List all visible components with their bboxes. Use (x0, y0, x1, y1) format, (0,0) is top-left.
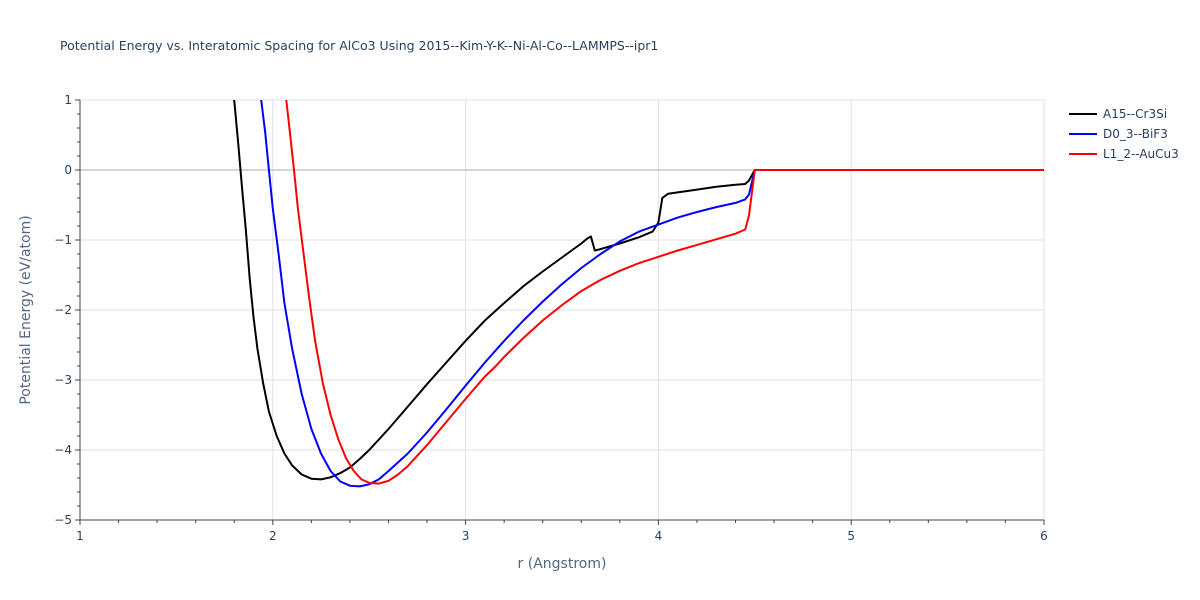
x-tick-label: 4 (655, 529, 663, 543)
legend-label: A15--Cr3Si (1103, 107, 1167, 121)
y-axis-label: Potential Energy (eV/atom) (18, 215, 34, 404)
x-tick-label: 3 (462, 529, 470, 543)
x-tick-label: 2 (269, 529, 277, 543)
y-tick-label: −4 (54, 443, 72, 457)
x-tick-label: 6 (1040, 529, 1048, 543)
y-tick-label: −5 (54, 513, 72, 527)
grid (80, 99, 1045, 520)
y-tick-label: 0 (64, 163, 72, 177)
legend-item-2[interactable]: D0_3--BiF3 (1069, 127, 1168, 141)
y-tick-label: −2 (54, 303, 72, 317)
series-line-3 (285, 100, 1044, 485)
x-axis-label: r (Angstrom) (518, 556, 607, 572)
y-tick-label: 1 (64, 93, 72, 107)
legend-item-3[interactable]: L1_2--AuCu3 (1069, 147, 1179, 161)
series-lines (233, 100, 1044, 488)
legend-label: D0_3--BiF3 (1103, 127, 1168, 141)
y-tick-label: −3 (54, 373, 72, 387)
series-line-2 (260, 100, 1044, 488)
axes: 1 2 3 4 5 6 −5 −4 −3 −2 −1 0 1 (54, 93, 1048, 543)
legend[interactable]: A15--Cr3Si D0_3--BiF3 L1_2--AuCu3 (1069, 107, 1179, 161)
chart-title: Potential Energy vs. Interatomic Spacing… (60, 38, 658, 53)
y-tick-label: −1 (54, 233, 72, 247)
series-line-1 (233, 100, 1044, 481)
x-tick-label: 1 (76, 529, 84, 543)
legend-item-1[interactable]: A15--Cr3Si (1069, 107, 1167, 121)
x-tick-label: 5 (847, 529, 855, 543)
legend-label: L1_2--AuCu3 (1103, 147, 1179, 161)
